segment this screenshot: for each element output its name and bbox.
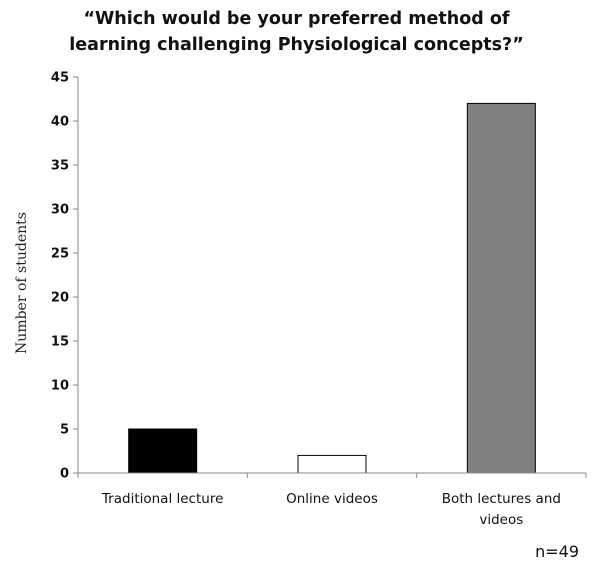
sample-size-note: n=49 xyxy=(535,542,579,561)
y-tick-label-8: 40 xyxy=(51,115,69,130)
chart-title-line-1: “Which would be your preferred method of xyxy=(83,9,510,29)
x-category-label-0: Traditional lecture xyxy=(101,491,223,507)
y-tick-label-2: 10 xyxy=(51,379,69,394)
y-tick-label-5: 25 xyxy=(51,247,69,262)
y-tick-label-0: 0 xyxy=(60,467,69,482)
y-tick-label-1: 5 xyxy=(60,423,69,438)
bar-0 xyxy=(128,428,198,474)
y-tick-label-7: 35 xyxy=(51,159,69,174)
x-category-label-1: Online videos xyxy=(286,491,378,507)
x-axis-categories: Traditional lecture Online videos Both lec… xyxy=(101,491,561,528)
x-category-label-2: Both lectures and videos xyxy=(442,491,561,528)
bars xyxy=(128,102,536,474)
y-tick-label-4: 20 xyxy=(51,291,69,306)
y-tick-label-6: 30 xyxy=(51,203,69,218)
bar-1 xyxy=(297,454,367,474)
y-tick-label-9: 45 xyxy=(51,71,69,86)
chart-title-line-2: learning challenging Physiological conce… xyxy=(69,35,524,55)
y-axis-label: Number of students xyxy=(14,212,30,354)
y-axis-ticks: 0 5 10 15 20 25 30 35 40 45 xyxy=(51,71,587,482)
y-tick-label-3: 15 xyxy=(51,335,69,350)
bar-2 xyxy=(466,102,536,474)
chart-title: “Which would be your preferred method of… xyxy=(0,6,593,58)
